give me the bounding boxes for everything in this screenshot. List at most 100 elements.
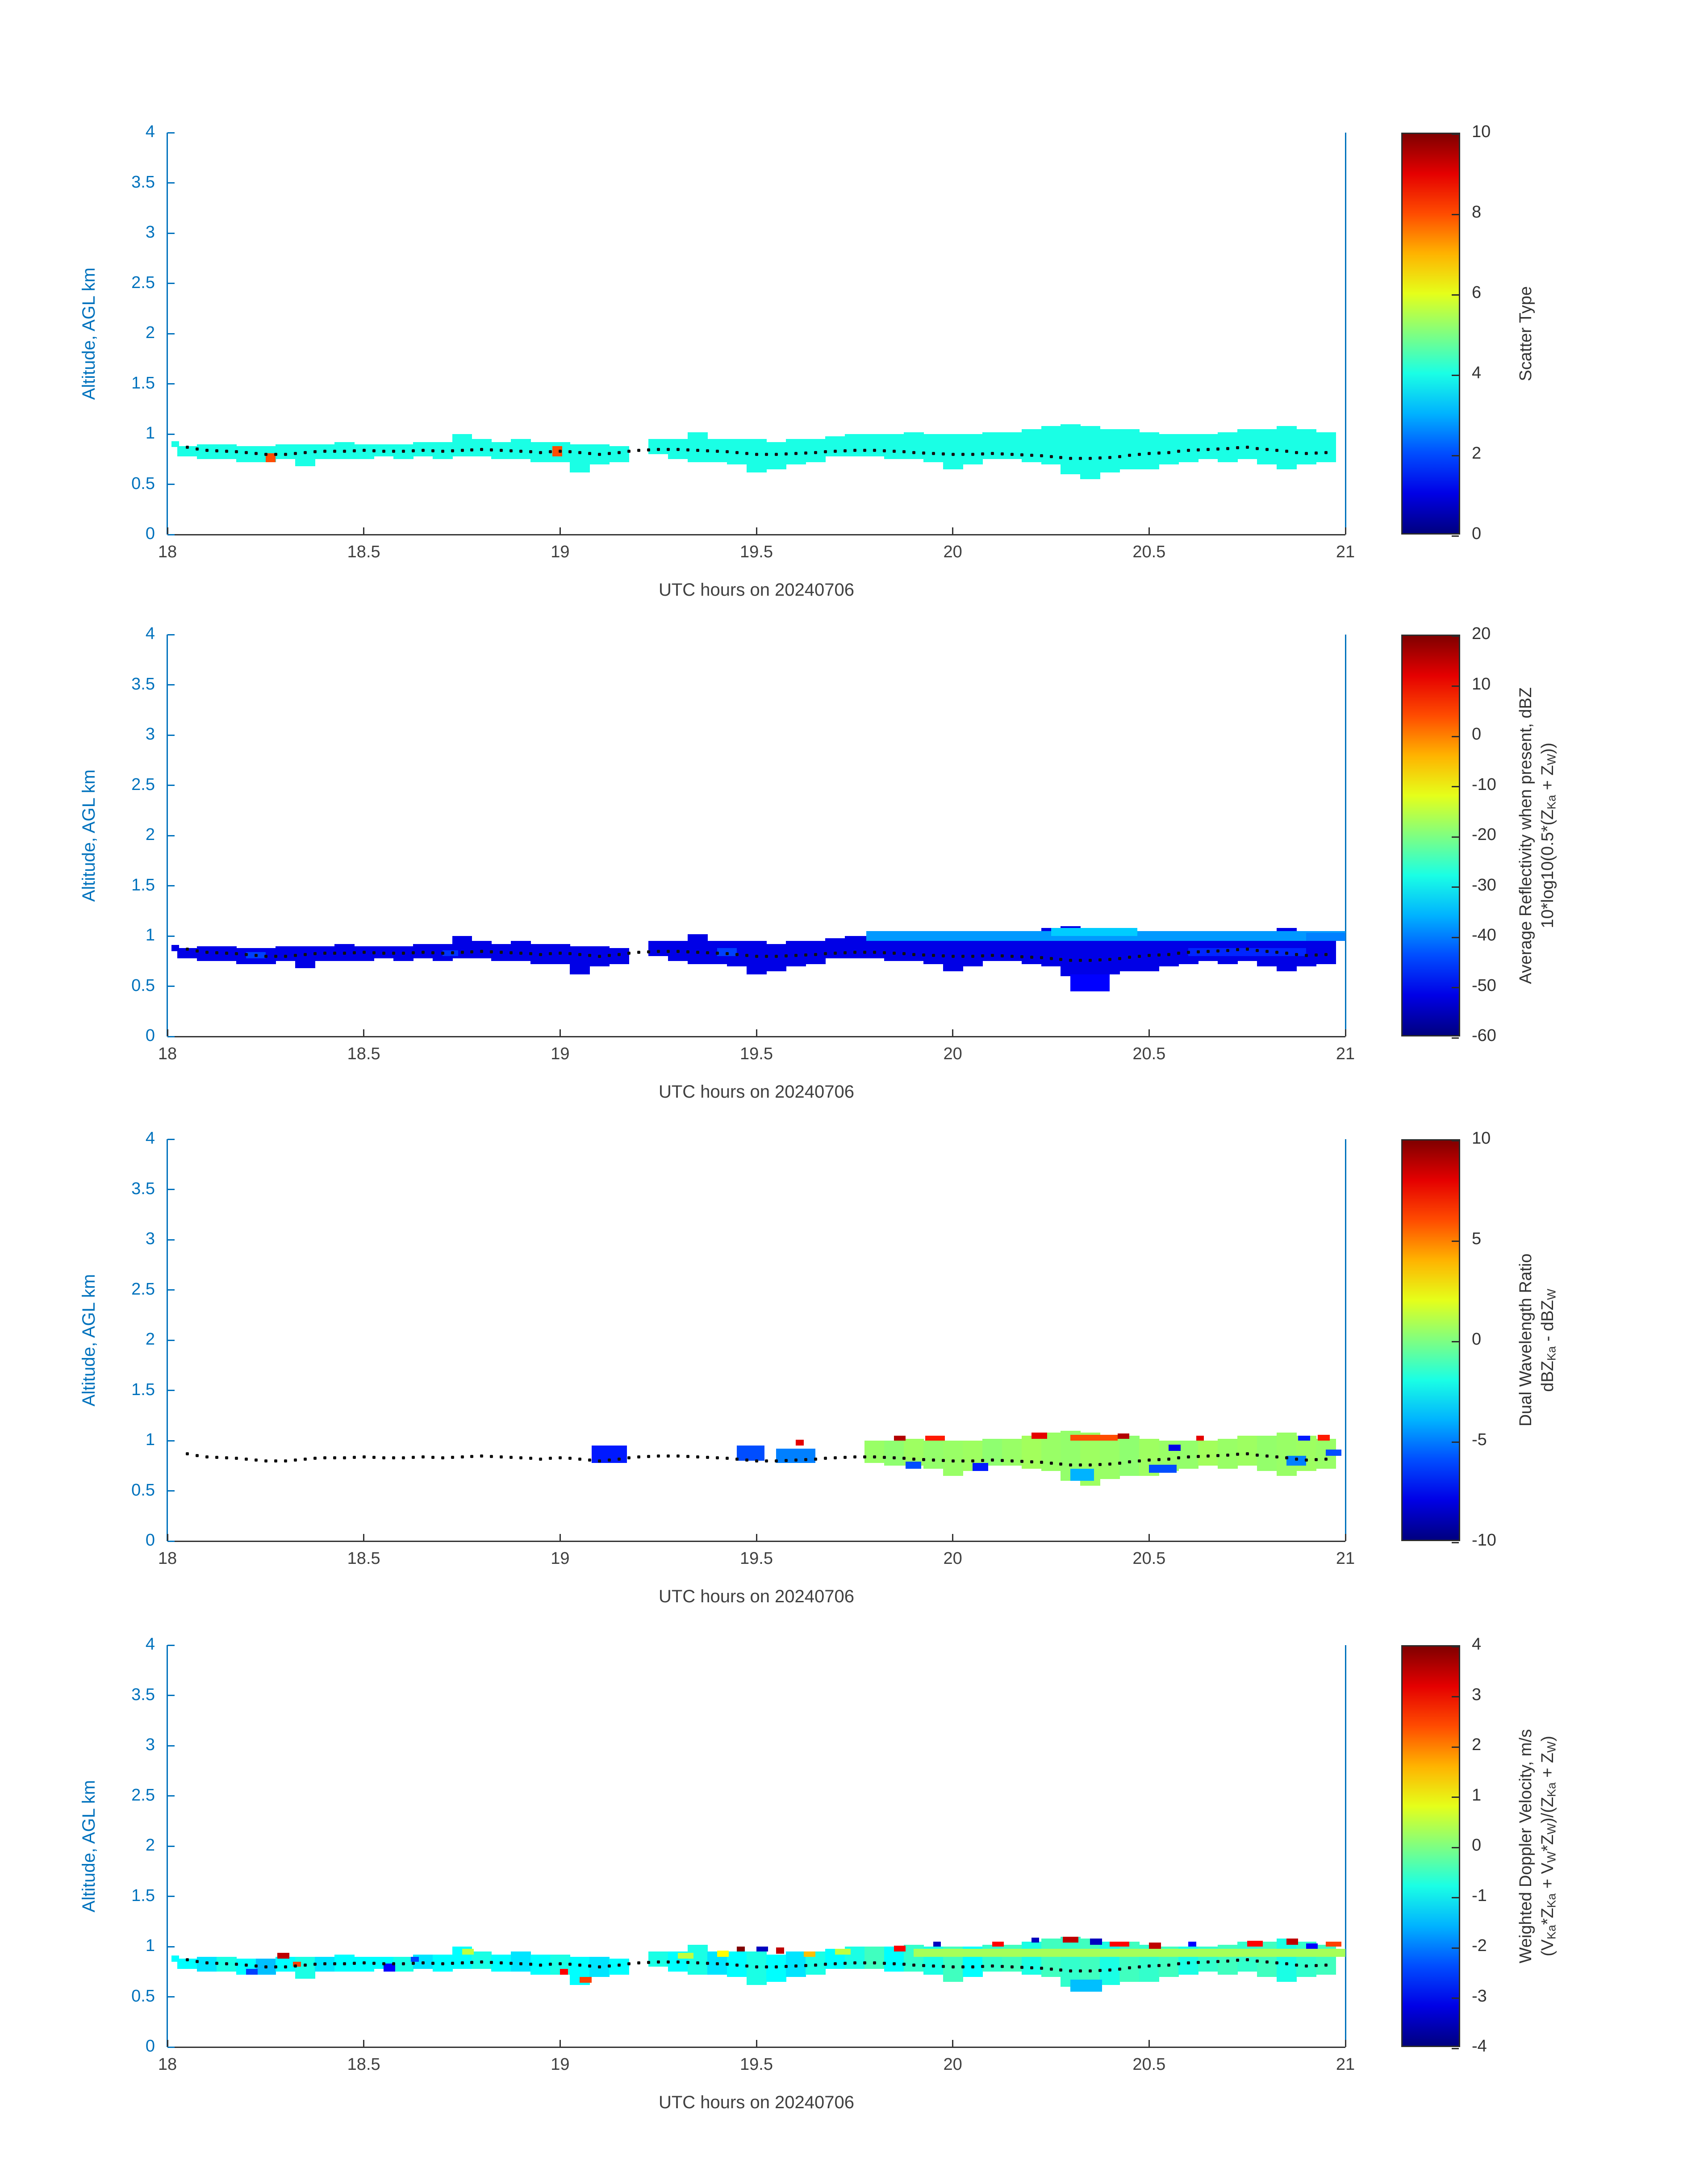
median-dot — [1157, 953, 1161, 957]
median-dot — [706, 951, 710, 955]
median-dot — [931, 1964, 935, 1968]
median-dot — [234, 1457, 238, 1460]
colorbar-gradient — [1403, 1646, 1459, 2046]
median-dot — [873, 951, 876, 954]
colorbar-tick-label: -1 — [1472, 1886, 1487, 1905]
x-tick-label: 19.5 — [740, 2055, 773, 2074]
median-dot — [1049, 1461, 1053, 1465]
median-dot — [313, 1457, 317, 1460]
median-dot — [549, 952, 552, 956]
median-dot — [1285, 1962, 1289, 1966]
y-tick-label: 3.5 — [131, 1685, 155, 1704]
median-dot — [912, 1963, 915, 1967]
x-axis-label: UTC hours on 20240706 — [658, 1082, 855, 1102]
x-tick — [167, 527, 168, 535]
median-dot — [234, 952, 238, 956]
median-dot — [185, 948, 189, 951]
heatmap-cell — [462, 1948, 474, 1955]
median-dot — [480, 949, 484, 953]
median-dot — [382, 1962, 385, 1966]
heatmap-cell — [894, 1435, 906, 1441]
median-dot — [814, 1963, 817, 1967]
median-dot — [1187, 1961, 1190, 1964]
median-dot — [981, 452, 984, 455]
colorbar-gradient — [1403, 134, 1459, 533]
median-dot — [559, 1962, 562, 1966]
heatmap-cell — [1196, 1435, 1204, 1441]
median-dot — [755, 453, 758, 456]
median-dot — [244, 953, 248, 956]
x-tick-label: 21 — [1336, 2055, 1355, 2074]
colorbar-gradient — [1403, 1141, 1459, 1540]
median-dot — [1246, 948, 1249, 951]
median-dot — [931, 1458, 935, 1462]
median-dot — [225, 1456, 228, 1460]
colorbar-tick-label: -50 — [1472, 976, 1496, 995]
median-dot — [1216, 447, 1220, 451]
median-dot — [814, 1457, 817, 1461]
median-dot — [342, 450, 346, 453]
median-dot — [588, 1458, 592, 1462]
heatmap-cell — [1070, 1434, 1118, 1441]
x-tick-label: 18.5 — [347, 1045, 380, 1063]
heatmap-cell — [785, 439, 806, 464]
y-tick — [167, 1490, 175, 1492]
y-axis-label-wrap: Altitude, AGL km — [74, 1645, 104, 2047]
median-dot — [274, 453, 277, 456]
median-dot — [941, 954, 945, 957]
median-dot — [1226, 447, 1230, 450]
median-dot — [333, 952, 336, 955]
median-dot — [1049, 455, 1053, 458]
median-dot — [195, 1960, 199, 1963]
median-dot — [195, 447, 199, 451]
heatmap-cell — [1100, 429, 1120, 472]
median-dot — [706, 1962, 710, 1965]
median-dot — [1108, 1462, 1112, 1466]
y-tick-label: 2.5 — [131, 1785, 155, 1805]
y-tick-label: 1 — [145, 424, 155, 443]
y-tick-label: 1.5 — [131, 373, 155, 393]
x-tick-label: 20 — [943, 2055, 962, 2074]
median-dot — [1118, 455, 1122, 458]
heatmap-cell — [1257, 1435, 1278, 1471]
heatmap-cell — [805, 439, 826, 462]
x-tick-label: 19.5 — [740, 1549, 773, 1568]
median-dot — [804, 953, 807, 957]
median-dot — [185, 1452, 189, 1456]
x-tick-label: 19 — [551, 543, 570, 561]
y-tick-label: 3.5 — [131, 172, 155, 192]
median-dot — [284, 453, 287, 456]
median-dot — [1216, 1960, 1220, 1963]
median-dot — [1030, 956, 1033, 959]
x-tick — [756, 1534, 757, 1541]
median-dot — [1265, 1960, 1269, 1964]
y-tick — [167, 1896, 175, 1897]
heatmap-cell — [1100, 1435, 1120, 1479]
median-dot — [1138, 1965, 1141, 1968]
y-tick-label: 3 — [145, 1229, 155, 1248]
y-tick-label: 4 — [145, 122, 155, 141]
median-dot — [1177, 450, 1181, 453]
colorbar-tick — [1452, 836, 1459, 838]
y-tick-label: 1.5 — [131, 1380, 155, 1399]
median-dot — [667, 1960, 670, 1964]
heatmap-cell — [825, 938, 845, 958]
heatmap-cell — [177, 948, 197, 958]
median-dot — [1000, 1964, 1004, 1968]
heatmap-cell — [171, 1956, 180, 1962]
median-dot — [774, 1459, 778, 1462]
colorbar-tick-label: -60 — [1472, 1026, 1496, 1045]
median-dot — [1246, 1452, 1249, 1456]
median-dot — [716, 450, 719, 453]
y-tick — [167, 1036, 175, 1037]
y-tick — [167, 684, 175, 685]
heatmap-cell — [1110, 1941, 1130, 1947]
heatmap-cell — [511, 439, 531, 460]
median-dot — [863, 951, 866, 954]
heatmap-cell — [1237, 1941, 1258, 1972]
median-dot — [853, 1455, 856, 1458]
x-tick — [1345, 1029, 1346, 1036]
median-dot — [716, 1456, 719, 1460]
median-dot — [1207, 1960, 1210, 1964]
y-tick-label: 1 — [145, 1430, 155, 1449]
